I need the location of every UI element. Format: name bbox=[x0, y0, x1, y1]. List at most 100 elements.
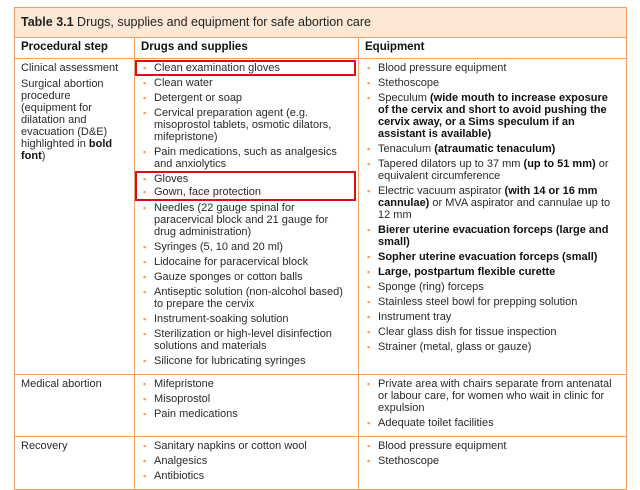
bullet-icon: ▪ bbox=[143, 409, 147, 419]
table-row: Medical abortion ▪ Mifepristone ▪ Misoprosto… bbox=[14, 374, 628, 437]
list-item: ▪ Adequate toilet facilities bbox=[365, 417, 616, 429]
list-item: ▪ Stainless steel bowl for prepping solut… bbox=[365, 296, 616, 308]
bullet-icon: ▪ bbox=[367, 282, 371, 292]
supplies-table: Table 3.1 Drugs, supplies and equipment … bbox=[13, 7, 628, 490]
bullet-icon: ▪ bbox=[367, 327, 371, 337]
list-item: ▪ Instrument-soaking solution bbox=[141, 313, 350, 325]
text-run: Gloves bbox=[154, 173, 189, 185]
table-title: Drugs, supplies and equipment for safe a… bbox=[73, 15, 371, 29]
bullet-icon: ▪ bbox=[367, 93, 371, 103]
bullet-icon: ▪ bbox=[367, 379, 371, 389]
list-item: ▪ Lidocaine for paracervical block bbox=[141, 256, 350, 268]
procedural-step-cell: Recovery bbox=[14, 436, 135, 490]
bullet-icon: ▪ bbox=[367, 63, 371, 73]
text-run: Antiseptic solution (non-alcohol based) … bbox=[154, 286, 343, 310]
bullet-icon: ▪ bbox=[143, 108, 147, 118]
list-item: ▪ Antibiotics bbox=[141, 470, 350, 482]
text-run: (wide mouth to increase exposure of the … bbox=[378, 92, 608, 140]
list-item: ▪ Gown, face protection bbox=[141, 186, 350, 198]
text-run: Sterilization or high-level disinfection… bbox=[154, 328, 332, 352]
text-run: (with 14 or 16 mm cannulae) bbox=[378, 185, 598, 209]
bullet-icon: ▪ bbox=[367, 342, 371, 352]
text-run: Large, postpartum flexible curette bbox=[378, 266, 556, 278]
list-item: ▪ Instrument tray bbox=[365, 311, 616, 323]
bullet-icon: ▪ bbox=[143, 93, 147, 103]
text-run: (up to 51 mm) bbox=[523, 158, 596, 170]
list-item: ▪ Strainer (metal, glass or gauze) bbox=[365, 341, 616, 353]
text-run: Stethoscope bbox=[378, 455, 440, 467]
list-item: ▪ Gloves bbox=[141, 173, 350, 185]
equipment-list: ▪ Blood pressure equipment ▪ Stethoscope bbox=[365, 440, 616, 467]
bullet-icon: ▪ bbox=[367, 441, 371, 451]
list-item: ▪ Stethoscope bbox=[365, 77, 616, 89]
table-row: Clinical assessment Surgical abortion pro… bbox=[14, 58, 628, 375]
list-item: ▪ Speculum (wide mouth to increase exposu… bbox=[365, 92, 616, 140]
list-item: ▪ Silicone for lubricating syringes bbox=[141, 355, 350, 367]
text-run: Instrument-soaking solution bbox=[154, 313, 289, 325]
list-item: ▪ Electric vacuum aspirator (with 14 or 1… bbox=[365, 185, 616, 221]
drugs-supplies-cell: ▪ Mifepristone ▪ Misoprostol ▪ Pain medicatio… bbox=[134, 374, 359, 437]
list-item: ▪ Clear glass dish for tissue inspection bbox=[365, 326, 616, 338]
text-run: Misoprostol bbox=[154, 393, 211, 405]
text-run: Blood pressure equipment bbox=[378, 440, 507, 452]
list-item: ▪ Tenaculum (atraumatic tenaculum) bbox=[365, 143, 616, 155]
list-item: ▪ Gauze sponges or cotton balls bbox=[141, 271, 350, 283]
drugs-list: ▪ Clean water ▪ Detergent or soap ▪ Cervical … bbox=[141, 77, 350, 170]
step-text: Clinical assessment bbox=[21, 62, 128, 74]
text-run: Blood pressure equipment bbox=[378, 62, 507, 74]
highlight-box-clean-gloves: ▪ Clean examination gloves bbox=[135, 60, 356, 76]
text-run: Clear glass dish for tissue inspection bbox=[378, 326, 557, 338]
list-item: ▪ Sanitary napkins or cotton wool bbox=[141, 440, 350, 452]
text-run: Clinical assessment bbox=[21, 62, 119, 74]
text-run: Gauze sponges or cotton balls bbox=[154, 271, 303, 283]
equipment-list: ▪ Blood pressure equipment ▪ Stethoscope ▪ Sp… bbox=[365, 62, 616, 353]
text-run: Detergent or soap bbox=[154, 92, 243, 104]
text-run: Strainer (metal, glass or gauze) bbox=[378, 341, 532, 353]
bullet-icon: ▪ bbox=[143, 257, 147, 267]
bullet-icon: ▪ bbox=[143, 394, 147, 404]
list-item: ▪ Blood pressure equipment bbox=[365, 440, 616, 452]
bullet-icon: ▪ bbox=[143, 174, 147, 184]
drugs-list: ▪ Needles (22 gauge spinal for paracervic… bbox=[141, 202, 350, 367]
drugs-supplies-cell: ▪ Clean examination gloves ▪ Clean water ▪ De… bbox=[134, 58, 359, 375]
text-run: Sopher uterine evacuation forceps (small… bbox=[378, 251, 598, 263]
list-item: ▪ Analgesics bbox=[141, 455, 350, 467]
bullet-icon: ▪ bbox=[143, 242, 147, 252]
list-item: ▪ Bierer uterine evacuation forceps (larg… bbox=[365, 224, 616, 248]
bullet-icon: ▪ bbox=[143, 147, 147, 157]
text-run: Stainless steel bowl for prepping soluti… bbox=[378, 296, 578, 308]
text-run: Pain medications, such as analgesics and… bbox=[154, 146, 337, 170]
bullet-icon: ▪ bbox=[143, 441, 147, 451]
equipment-cell: ▪ Blood pressure equipment ▪ Stethoscope bbox=[357, 436, 628, 490]
table-caption: Table 3.1 Drugs, supplies and equipment … bbox=[13, 7, 628, 38]
bullet-icon: ▪ bbox=[143, 272, 147, 282]
bullet-icon: ▪ bbox=[367, 225, 371, 235]
text-run: Tenaculum bbox=[378, 143, 435, 155]
text-run: Needles (22 gauge spinal for paracervica… bbox=[154, 202, 329, 238]
bullet-icon: ▪ bbox=[143, 456, 147, 466]
procedural-step-cell: Medical abortion bbox=[14, 374, 135, 437]
text-run: Bierer uterine evacuation forceps (large… bbox=[378, 224, 609, 248]
text-run: Instrument tray bbox=[378, 311, 452, 323]
text-run: Sanitary napkins or cotton wool bbox=[154, 440, 307, 452]
bullet-icon: ▪ bbox=[143, 314, 147, 324]
table-row: Recovery ▪ Sanitary napkins or cotton wool… bbox=[14, 436, 628, 490]
bullet-icon: ▪ bbox=[367, 78, 371, 88]
bullet-icon: ▪ bbox=[367, 186, 371, 196]
bullet-icon: ▪ bbox=[367, 456, 371, 466]
bullet-icon: ▪ bbox=[367, 267, 371, 277]
text-run: Recovery bbox=[21, 440, 68, 452]
text-run: bold font bbox=[21, 138, 113, 162]
bullet-icon: ▪ bbox=[143, 471, 147, 481]
text-run: Tapered dilators up to 37 mm bbox=[378, 158, 524, 170]
drugs-list: ▪ Gloves ▪ Gown, face protection bbox=[141, 173, 350, 198]
step-text: Recovery bbox=[21, 440, 128, 452]
text-run: Stethoscope bbox=[378, 77, 440, 89]
list-item: ▪ Tapered dilators up to 37 mm (up to 51 … bbox=[365, 158, 616, 182]
equipment-list: ▪ Private area with chairs separate from … bbox=[365, 378, 616, 429]
list-item: ▪ Needles (22 gauge spinal for paracervic… bbox=[141, 202, 350, 238]
drugs-list: ▪ Mifepristone ▪ Misoprostol ▪ Pain medicatio… bbox=[141, 378, 350, 420]
header-drugs-supplies: Drugs and supplies bbox=[134, 37, 359, 59]
drugs-list: ▪ Sanitary napkins or cotton wool ▪ Analges… bbox=[141, 440, 350, 482]
bullet-icon: ▪ bbox=[143, 78, 147, 88]
